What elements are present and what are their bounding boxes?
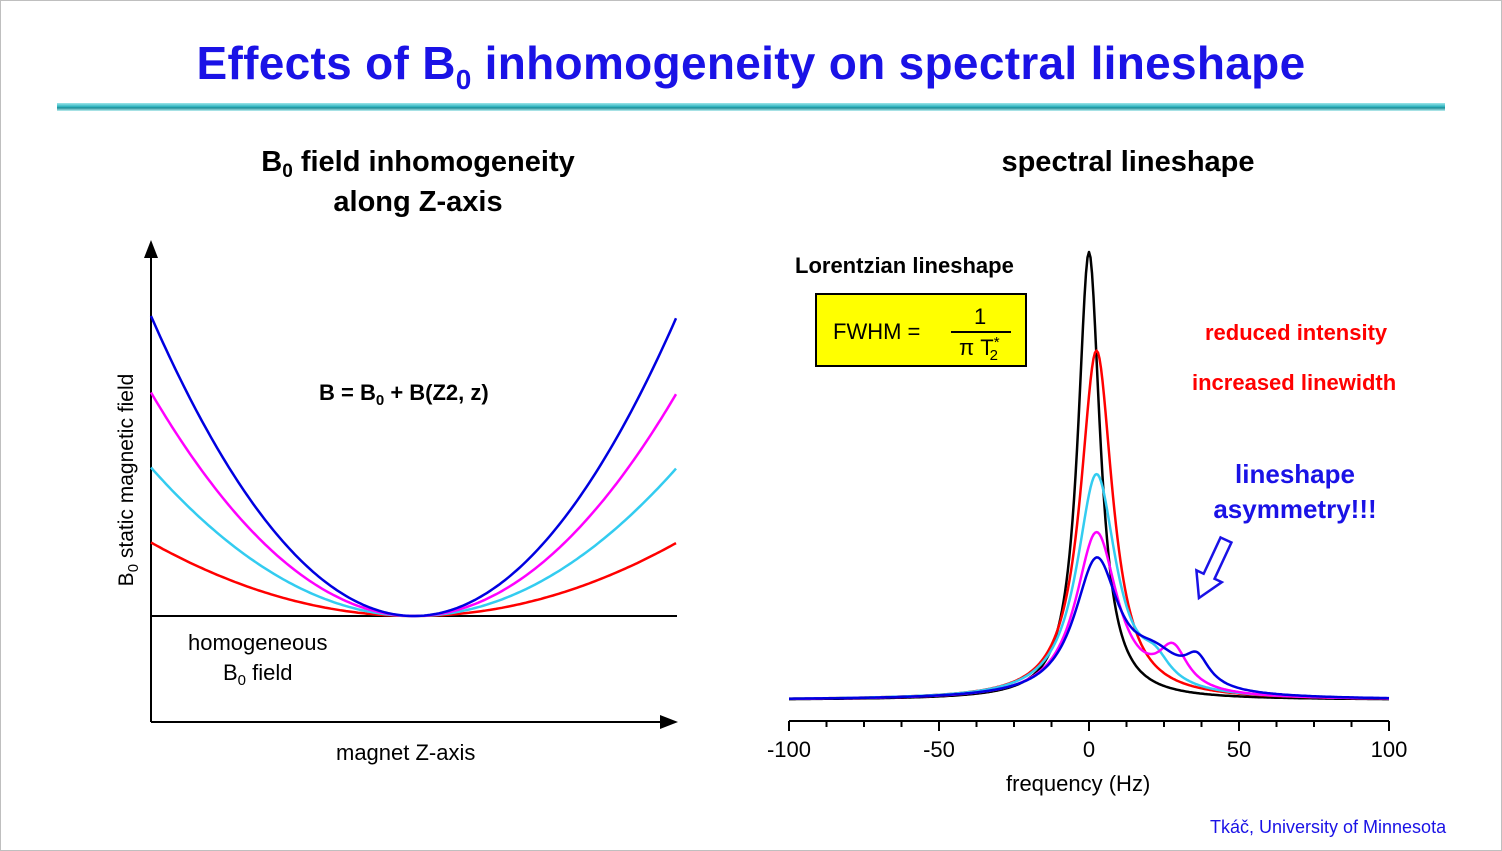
- right-panel-heading: spectral lineshape: [1001, 146, 1255, 178]
- chart-xlabel: frequency (Hz): [1006, 771, 1151, 796]
- field-equation: B = B0 + B(Z2, z): [319, 380, 489, 409]
- field-curves: [149, 315, 678, 618]
- fwhm-formula-box: FWHM = 1 π T*2: [815, 293, 1027, 367]
- left-panel-heading: B0 field inhomogeneity along Z-axis: [261, 146, 575, 218]
- x-tick-label: 50: [1226, 737, 1252, 762]
- x-axis-label: magnet Z-axis: [336, 740, 476, 765]
- lorentzian-label: Lorentzian lineshape: [795, 253, 1014, 278]
- field-curve-blue: [149, 315, 678, 618]
- fwhm-numerator: 1: [974, 304, 987, 329]
- x-tick-label: 0: [1082, 737, 1096, 762]
- slide-title: Effects of B0 inhomogeneity on spectral …: [196, 37, 1306, 95]
- y-axis-arrowhead-icon: [144, 240, 158, 258]
- annotation-reduced-intensity: reduced intensity: [1205, 320, 1388, 345]
- y-axis-label: B0 static magnetic field: [115, 373, 142, 587]
- x-tick-label: -50: [923, 737, 955, 762]
- asymmetry-arrow-icon: [1194, 535, 1234, 601]
- left-axes: [144, 240, 678, 729]
- field-curve-red: [150, 541, 677, 618]
- spectrum-line-blue: [789, 556, 1389, 700]
- fwhm-denominator: π T*2: [959, 334, 1000, 364]
- baseline-label: homogeneous B0 field: [188, 630, 328, 689]
- spectrum-line-magenta: [789, 530, 1389, 701]
- fwhm-label: FWHM =: [833, 319, 921, 344]
- fraction-bar: [951, 331, 1011, 333]
- x-tick-label: 100: [1370, 737, 1408, 762]
- title-divider: [57, 103, 1445, 111]
- credit: Tkáč, University of Minnesota: [1210, 817, 1447, 837]
- chart-x-axis: [788, 720, 1390, 731]
- spectrum-lines: [789, 250, 1390, 701]
- field-curve-magenta: [149, 391, 678, 618]
- annotation-asymmetry: lineshape asymmetry!!!: [1213, 459, 1377, 524]
- x-axis-arrowhead-icon: [660, 715, 678, 729]
- field-curve-cyan: [150, 466, 677, 618]
- annotation-increased-linewidth: increased linewidth: [1192, 370, 1397, 395]
- x-tick-label: -100: [766, 737, 812, 762]
